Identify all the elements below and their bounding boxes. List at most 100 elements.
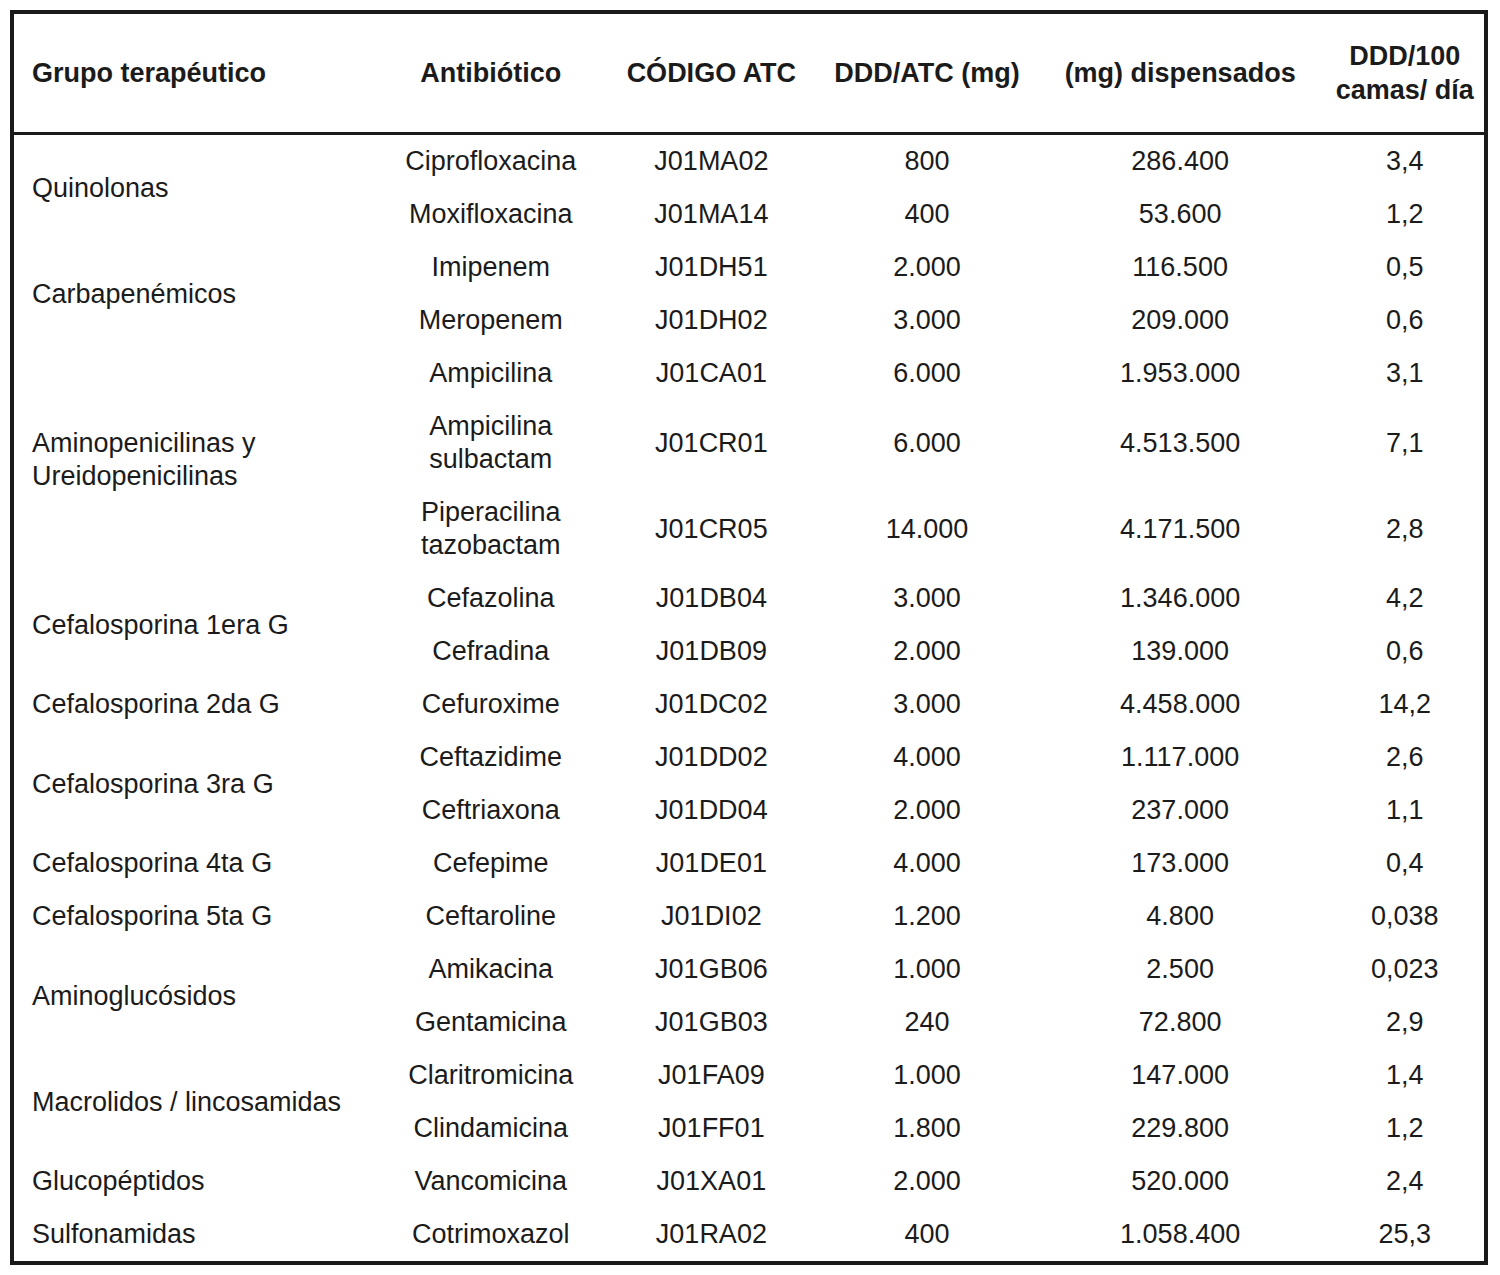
ddd-100-beds-cell: 0,023 [1326, 943, 1486, 996]
group-cell-cefalosporina-3ra-g: Cefalosporina 3ra G [12, 731, 378, 837]
antibiotic-cell: Gentamicina [378, 996, 604, 1049]
ddd-100-beds-cell: 2,6 [1326, 731, 1486, 784]
mg-dispensed-cell: 4.171.500 [1035, 486, 1326, 572]
atc-code-cell: J01CA01 [604, 347, 820, 400]
atc-code-cell: J01DH02 [604, 294, 820, 347]
table-row: Aminoglucósidos Amikacina J01GB06 1.000 … [12, 943, 1486, 996]
ddd-atc-cell: 6.000 [819, 400, 1035, 486]
atc-code-cell: J01CR01 [604, 400, 820, 486]
mg-dispensed-cell: 173.000 [1035, 837, 1326, 890]
mg-dispensed-cell: 139.000 [1035, 625, 1326, 678]
ddd-atc-cell: 800 [819, 134, 1035, 189]
column-header-ddd-atc-mg: DDD/ATC (mg) [819, 12, 1035, 134]
mg-dispensed-cell: 229.800 [1035, 1102, 1326, 1155]
ddd-atc-cell: 3.000 [819, 572, 1035, 625]
atc-code-cell: J01FF01 [604, 1102, 820, 1155]
ddd-100-beds-cell: 1,2 [1326, 188, 1486, 241]
group-cell-carbapenemicos: Carbapenémicos [12, 241, 378, 347]
antibiotic-cell: Moxifloxacina [378, 188, 604, 241]
atc-code-cell: J01FA09 [604, 1049, 820, 1102]
ddd-100-beds-cell: 14,2 [1326, 678, 1486, 731]
ddd-100-beds-cell: 2,4 [1326, 1155, 1486, 1208]
atc-code-cell: J01MA14 [604, 188, 820, 241]
group-cell-macrolidos-lincosamidas: Macrolidos / lincosamidas [12, 1049, 378, 1155]
antibiotic-cell: Cefradina [378, 625, 604, 678]
mg-dispensed-cell: 147.000 [1035, 1049, 1326, 1102]
ddd-100-beds-cell: 2,9 [1326, 996, 1486, 1049]
atc-code-cell: J01DB04 [604, 572, 820, 625]
mg-dispensed-cell: 72.800 [1035, 996, 1326, 1049]
mg-dispensed-cell: 4.458.000 [1035, 678, 1326, 731]
antibiotic-cell: Cefazolina [378, 572, 604, 625]
group-cell-glucopeptidos: Glucopéptidos [12, 1155, 378, 1208]
ddd-atc-cell: 1.800 [819, 1102, 1035, 1155]
ddd-100-beds-cell: 1,1 [1326, 784, 1486, 837]
table-row: Carbapenémicos Imipenem J01DH51 2.000 11… [12, 241, 1486, 294]
antibiotic-cell: Ampicilina [378, 347, 604, 400]
antibiotic-cell: Imipenem [378, 241, 604, 294]
atc-code-cell: J01DD02 [604, 731, 820, 784]
atc-code-cell: J01RA02 [604, 1208, 820, 1263]
antibiotic-cell: Cotrimoxazol [378, 1208, 604, 1263]
ddd-100-beds-cell: 0,4 [1326, 837, 1486, 890]
ddd-100-beds-cell: 2,8 [1326, 486, 1486, 572]
ddd-100-beds-cell: 0,038 [1326, 890, 1486, 943]
atc-code-cell: J01MA02 [604, 134, 820, 189]
antibiotic-cell: Vancomicina [378, 1155, 604, 1208]
antibiotic-cell: Cefuroxime [378, 678, 604, 731]
mg-dispensed-cell: 1.346.000 [1035, 572, 1326, 625]
table-row: Cefalosporina 3ra G Ceftazidime J01DD02 … [12, 731, 1486, 784]
antibiotics-ddd-table: Grupo terapéutico Antibiótico CÓDIGO ATC… [10, 10, 1488, 1265]
ddd-atc-cell: 2.000 [819, 1155, 1035, 1208]
ddd-atc-cell: 4.000 [819, 837, 1035, 890]
ddd-atc-cell: 2.000 [819, 625, 1035, 678]
atc-code-cell: J01DI02 [604, 890, 820, 943]
ddd-100-beds-cell: 7,1 [1326, 400, 1486, 486]
group-cell-aminoglucosidos: Aminoglucósidos [12, 943, 378, 1049]
ddd-100-beds-cell: 4,2 [1326, 572, 1486, 625]
antibiotic-cell: Clindamicina [378, 1102, 604, 1155]
column-header-ddd-100-camas-dia: DDD/100 camas/ día [1326, 12, 1486, 134]
antibiotic-cell: Meropenem [378, 294, 604, 347]
mg-dispensed-cell: 1.117.000 [1035, 731, 1326, 784]
mg-dispensed-cell: 53.600 [1035, 188, 1326, 241]
table-row: Aminopenicilinas y Ureidopenicilinas Amp… [12, 347, 1486, 400]
ddd-100-beds-cell: 0,6 [1326, 294, 1486, 347]
antibiotic-cell: Ceftazidime [378, 731, 604, 784]
column-header-codigo-atc: CÓDIGO ATC [604, 12, 820, 134]
group-cell-quinolonas: Quinolonas [12, 134, 378, 242]
atc-code-cell: J01DE01 [604, 837, 820, 890]
ddd-100-beds-cell: 0,5 [1326, 241, 1486, 294]
group-cell-cefalosporina-1era-g: Cefalosporina 1era G [12, 572, 378, 678]
ddd-atc-cell: 400 [819, 1208, 1035, 1263]
group-cell-cefalosporina-4ta-g: Cefalosporina 4ta G [12, 837, 378, 890]
mg-dispensed-cell: 209.000 [1035, 294, 1326, 347]
mg-dispensed-cell: 520.000 [1035, 1155, 1326, 1208]
atc-code-cell: J01GB06 [604, 943, 820, 996]
ddd-atc-cell: 2.000 [819, 784, 1035, 837]
atc-code-cell: J01XA01 [604, 1155, 820, 1208]
antibiotic-cell: Ampicilina sulbactam [378, 400, 604, 486]
atc-code-cell: J01DC02 [604, 678, 820, 731]
table-container: Grupo terapéutico Antibiótico CÓDIGO ATC… [10, 10, 1488, 1265]
mg-dispensed-cell: 116.500 [1035, 241, 1326, 294]
atc-code-cell: J01GB03 [604, 996, 820, 1049]
table-row: Cefalosporina 5ta G Ceftaroline J01DI02 … [12, 890, 1486, 943]
ddd-atc-cell: 240 [819, 996, 1035, 1049]
ddd-atc-cell: 6.000 [819, 347, 1035, 400]
ddd-atc-cell: 1.000 [819, 943, 1035, 996]
atc-code-cell: J01DH51 [604, 241, 820, 294]
ddd-100-beds-cell: 1,4 [1326, 1049, 1486, 1102]
antibiotic-cell: Amikacina [378, 943, 604, 996]
table-row: Cefalosporina 4ta G Cefepime J01DE01 4.0… [12, 837, 1486, 890]
antibiotic-cell: Ceftriaxona [378, 784, 604, 837]
ddd-atc-cell: 4.000 [819, 731, 1035, 784]
ddd-atc-cell: 3.000 [819, 678, 1035, 731]
mg-dispensed-cell: 2.500 [1035, 943, 1326, 996]
ddd-100-beds-cell: 0,6 [1326, 625, 1486, 678]
column-header-antibiotico: Antibiótico [378, 12, 604, 134]
atc-code-cell: J01CR05 [604, 486, 820, 572]
mg-dispensed-cell: 237.000 [1035, 784, 1326, 837]
ddd-atc-cell: 2.000 [819, 241, 1035, 294]
table-row: Cefalosporina 1era G Cefazolina J01DB04 … [12, 572, 1486, 625]
